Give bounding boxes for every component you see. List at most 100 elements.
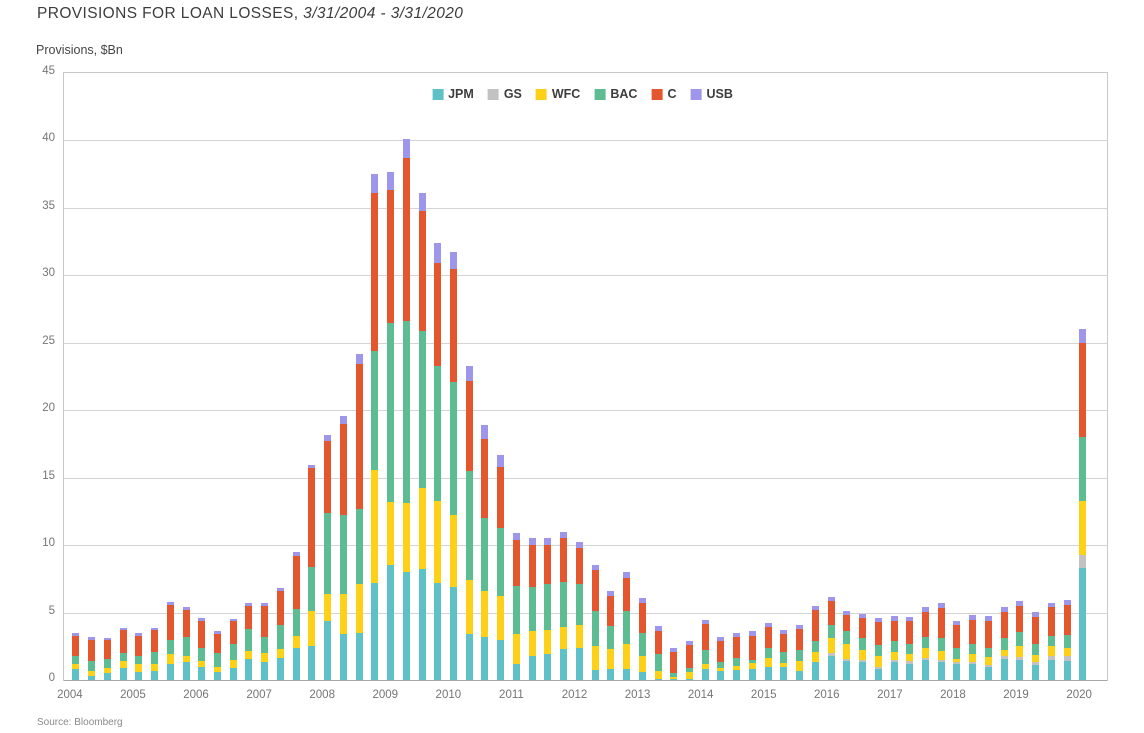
bar-segment-JPM (1032, 664, 1040, 680)
bar-segment-JPM (1047, 659, 1055, 680)
stacked-bar-53 (906, 616, 914, 680)
bar-segment-JPM (591, 669, 599, 680)
bar-segment-WFC (481, 590, 489, 637)
bar-segment-USB (449, 252, 457, 269)
bar-segment-WFC (843, 644, 851, 660)
stacked-bar-29 (528, 538, 536, 680)
bar-slot-13 (273, 73, 289, 680)
bar-segment-USB (670, 647, 678, 653)
bar-segment-WFC (261, 653, 269, 663)
bar-segment-USB (213, 631, 221, 635)
source-note: Source: Bloomberg (37, 717, 123, 728)
bar-segment-WFC (465, 580, 473, 635)
bar-segment-C (670, 652, 678, 674)
x-tick-label-2018: 2018 (940, 689, 966, 701)
bar-segment-WFC (748, 663, 756, 669)
bar-segment-USB (512, 533, 520, 540)
stacked-bar-9 (213, 631, 221, 680)
bar-segment-WFC (497, 596, 505, 640)
bar-segment-C (1000, 611, 1008, 638)
bar-slot-18 (351, 73, 367, 680)
bar-segment-JPM (434, 582, 442, 680)
bar-segment-WFC (874, 655, 882, 667)
bar-segment-USB (811, 605, 819, 610)
bar-segment-JPM (88, 675, 96, 680)
bar-segment-C (72, 635, 80, 656)
stacked-bar-36 (638, 597, 646, 680)
bar-slot-26 (477, 73, 493, 680)
bar-segment-C (717, 640, 725, 663)
bar-segment-BAC (717, 662, 725, 668)
bar-segment-USB (843, 611, 851, 616)
y-tick-label-30: 30 (42, 267, 55, 280)
bar-segment-BAC (402, 321, 410, 504)
y-tick-label-25: 25 (42, 334, 55, 347)
bar-segment-USB (591, 565, 599, 571)
gridline-35 (64, 207, 1107, 209)
stacked-bar-15 (308, 464, 316, 680)
bar-slot-38 (666, 73, 682, 680)
stacked-bar-5 (151, 628, 159, 680)
bar-segment-BAC (937, 637, 945, 652)
bar-slot-5 (147, 73, 163, 680)
bar-segment-USB (654, 626, 662, 631)
bar-segment-WFC (544, 630, 552, 655)
bar-segment-BAC (1079, 437, 1087, 502)
bar-segment-JPM (654, 679, 662, 680)
bar-segment-USB (874, 618, 882, 623)
stacked-bar-45 (780, 630, 788, 680)
bar-segment-USB (827, 597, 835, 602)
bar-slot-20 (383, 73, 399, 680)
bar-segment-WFC (182, 655, 190, 663)
bar-segment-BAC (434, 365, 442, 501)
stacked-bar-4 (135, 632, 143, 680)
bar-segment-C (119, 630, 127, 654)
bar-segment-C (575, 547, 583, 585)
stacked-bar-54 (922, 607, 930, 680)
bar-segment-C (1047, 607, 1055, 636)
bar-segment-USB (434, 243, 442, 264)
bar-slot-57 (965, 73, 981, 680)
bar-slot-53 (902, 73, 918, 680)
stacked-bar-25 (465, 365, 473, 680)
bar-segment-JPM (151, 670, 159, 680)
bar-segment-WFC (371, 469, 379, 583)
bar-segment-BAC (906, 644, 914, 654)
bar-slot-30 (540, 73, 556, 680)
bar-segment-WFC (1079, 501, 1087, 556)
stacked-bar-62 (1047, 602, 1055, 680)
bar-segment-C (607, 596, 615, 627)
stacked-bar-14 (292, 551, 300, 680)
bar-slot-0 (68, 73, 84, 680)
x-tick-label-2006: 2006 (183, 689, 209, 701)
legend-label: JPM (448, 87, 474, 101)
x-tick-label-2014: 2014 (687, 689, 714, 701)
bar-segment-USB (733, 632, 741, 637)
bar-slot-49 (839, 73, 855, 680)
stacked-bar-64 (1079, 329, 1087, 680)
bar-segment-JPM (371, 582, 379, 680)
bar-segment-JPM (1016, 659, 1024, 680)
bar-segment-WFC (638, 655, 646, 672)
bar-segment-USB (1000, 607, 1008, 612)
bar-slot-22 (414, 73, 430, 680)
bar-segment-BAC (859, 638, 867, 650)
bar-segment-JPM (827, 655, 835, 680)
legend-item-GS: GS (487, 87, 522, 101)
bar-segment-JPM (717, 670, 725, 680)
bar-segment-BAC (72, 655, 80, 664)
bar-segment-USB (984, 615, 992, 621)
bar-segment-BAC (827, 624, 835, 639)
gridline-30 (64, 275, 1107, 277)
bar-segment-C (686, 644, 693, 668)
bar-segment-BAC (544, 584, 552, 631)
bar-segment-C (497, 466, 505, 528)
bar-segment-USB (780, 630, 788, 635)
bar-segment-BAC (560, 581, 568, 628)
bar-slot-8 (194, 73, 210, 680)
bar-segment-WFC (119, 661, 127, 668)
bar-slot-1 (84, 73, 100, 680)
stacked-bar-2 (103, 638, 111, 680)
bar-segment-USB (859, 613, 867, 618)
chart-title: PROVISIONS FOR LOAN LOSSES, 3/31/2004 - … (37, 5, 463, 23)
